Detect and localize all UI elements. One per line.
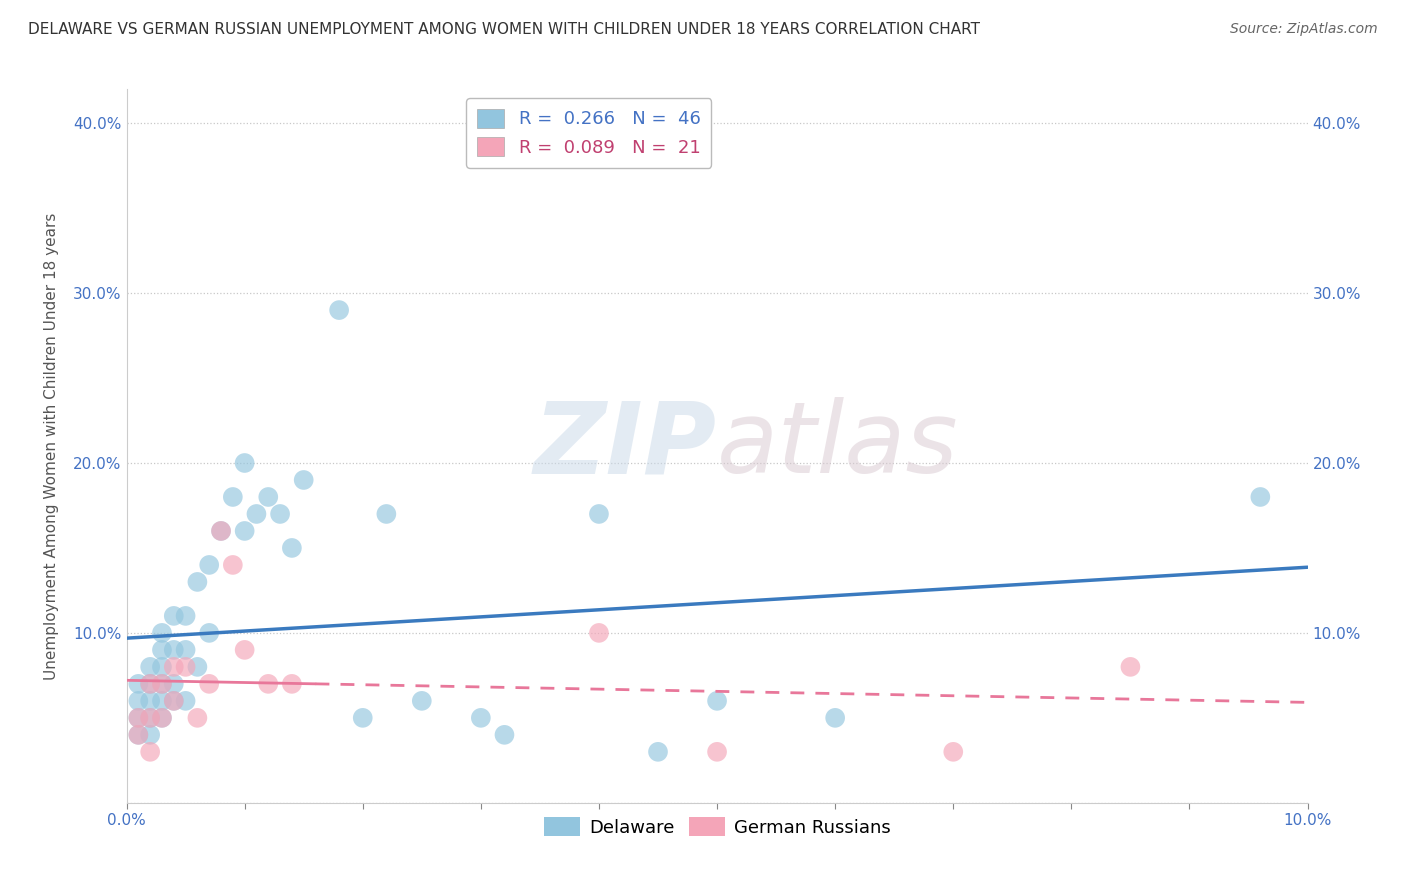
Point (375, 507, 398, 521)
Point (139, 677, 162, 691)
Point (352, 711, 374, 725)
Point (139, 711, 162, 725)
Point (588, 507, 610, 521)
Point (163, 660, 186, 674)
Point (198, 677, 221, 691)
Point (257, 490, 280, 504)
Point (150, 694, 173, 708)
Point (127, 711, 149, 725)
Point (233, 456, 256, 470)
Point (150, 626, 173, 640)
Point (706, 694, 728, 708)
Point (494, 728, 516, 742)
Point (139, 728, 162, 742)
Point (150, 677, 173, 691)
Point (647, 745, 669, 759)
Point (139, 694, 162, 708)
Point (281, 541, 304, 555)
Point (942, 745, 965, 759)
Point (163, 608, 186, 623)
Point (257, 677, 280, 691)
Point (139, 660, 162, 674)
Point (139, 677, 162, 691)
Point (411, 694, 433, 708)
Point (150, 677, 173, 691)
Y-axis label: Unemployment Among Women with Children Under 18 years: Unemployment Among Women with Children U… (45, 212, 59, 680)
Text: ZIP: ZIP (534, 398, 717, 494)
Point (292, 473, 315, 487)
Point (139, 711, 162, 725)
Point (174, 643, 197, 657)
Point (174, 694, 197, 708)
Point (163, 694, 186, 708)
Point (245, 507, 267, 521)
Point (824, 711, 846, 725)
Point (163, 643, 186, 657)
Point (186, 660, 208, 674)
Point (198, 626, 221, 640)
Point (222, 558, 245, 572)
Legend: Delaware, German Russians: Delaware, German Russians (537, 810, 897, 844)
Point (174, 660, 197, 674)
Point (233, 643, 256, 657)
Point (209, 524, 232, 538)
Point (150, 643, 173, 657)
Text: atlas: atlas (717, 398, 959, 494)
Point (1119, 660, 1142, 674)
Point (1249, 490, 1271, 504)
Point (233, 524, 256, 538)
Point (127, 694, 149, 708)
Point (470, 711, 492, 725)
Point (328, 303, 350, 318)
Text: DELAWARE VS GERMAN RUSSIAN UNEMPLOYMENT AMONG WOMEN WITH CHILDREN UNDER 18 YEARS: DELAWARE VS GERMAN RUSSIAN UNEMPLOYMENT … (28, 22, 980, 37)
Point (127, 728, 149, 742)
Point (281, 677, 304, 691)
Point (127, 677, 149, 691)
Point (222, 490, 245, 504)
Point (209, 524, 232, 538)
Point (150, 711, 173, 725)
Point (139, 745, 162, 759)
Point (150, 660, 173, 674)
Point (269, 507, 291, 521)
Point (706, 745, 728, 759)
Text: Source: ZipAtlas.com: Source: ZipAtlas.com (1230, 22, 1378, 37)
Point (588, 626, 610, 640)
Point (163, 677, 186, 691)
Point (186, 574, 208, 589)
Point (127, 711, 149, 725)
Point (186, 711, 208, 725)
Point (198, 558, 221, 572)
Point (174, 608, 197, 623)
Point (150, 711, 173, 725)
Point (163, 694, 186, 708)
Point (127, 728, 149, 742)
